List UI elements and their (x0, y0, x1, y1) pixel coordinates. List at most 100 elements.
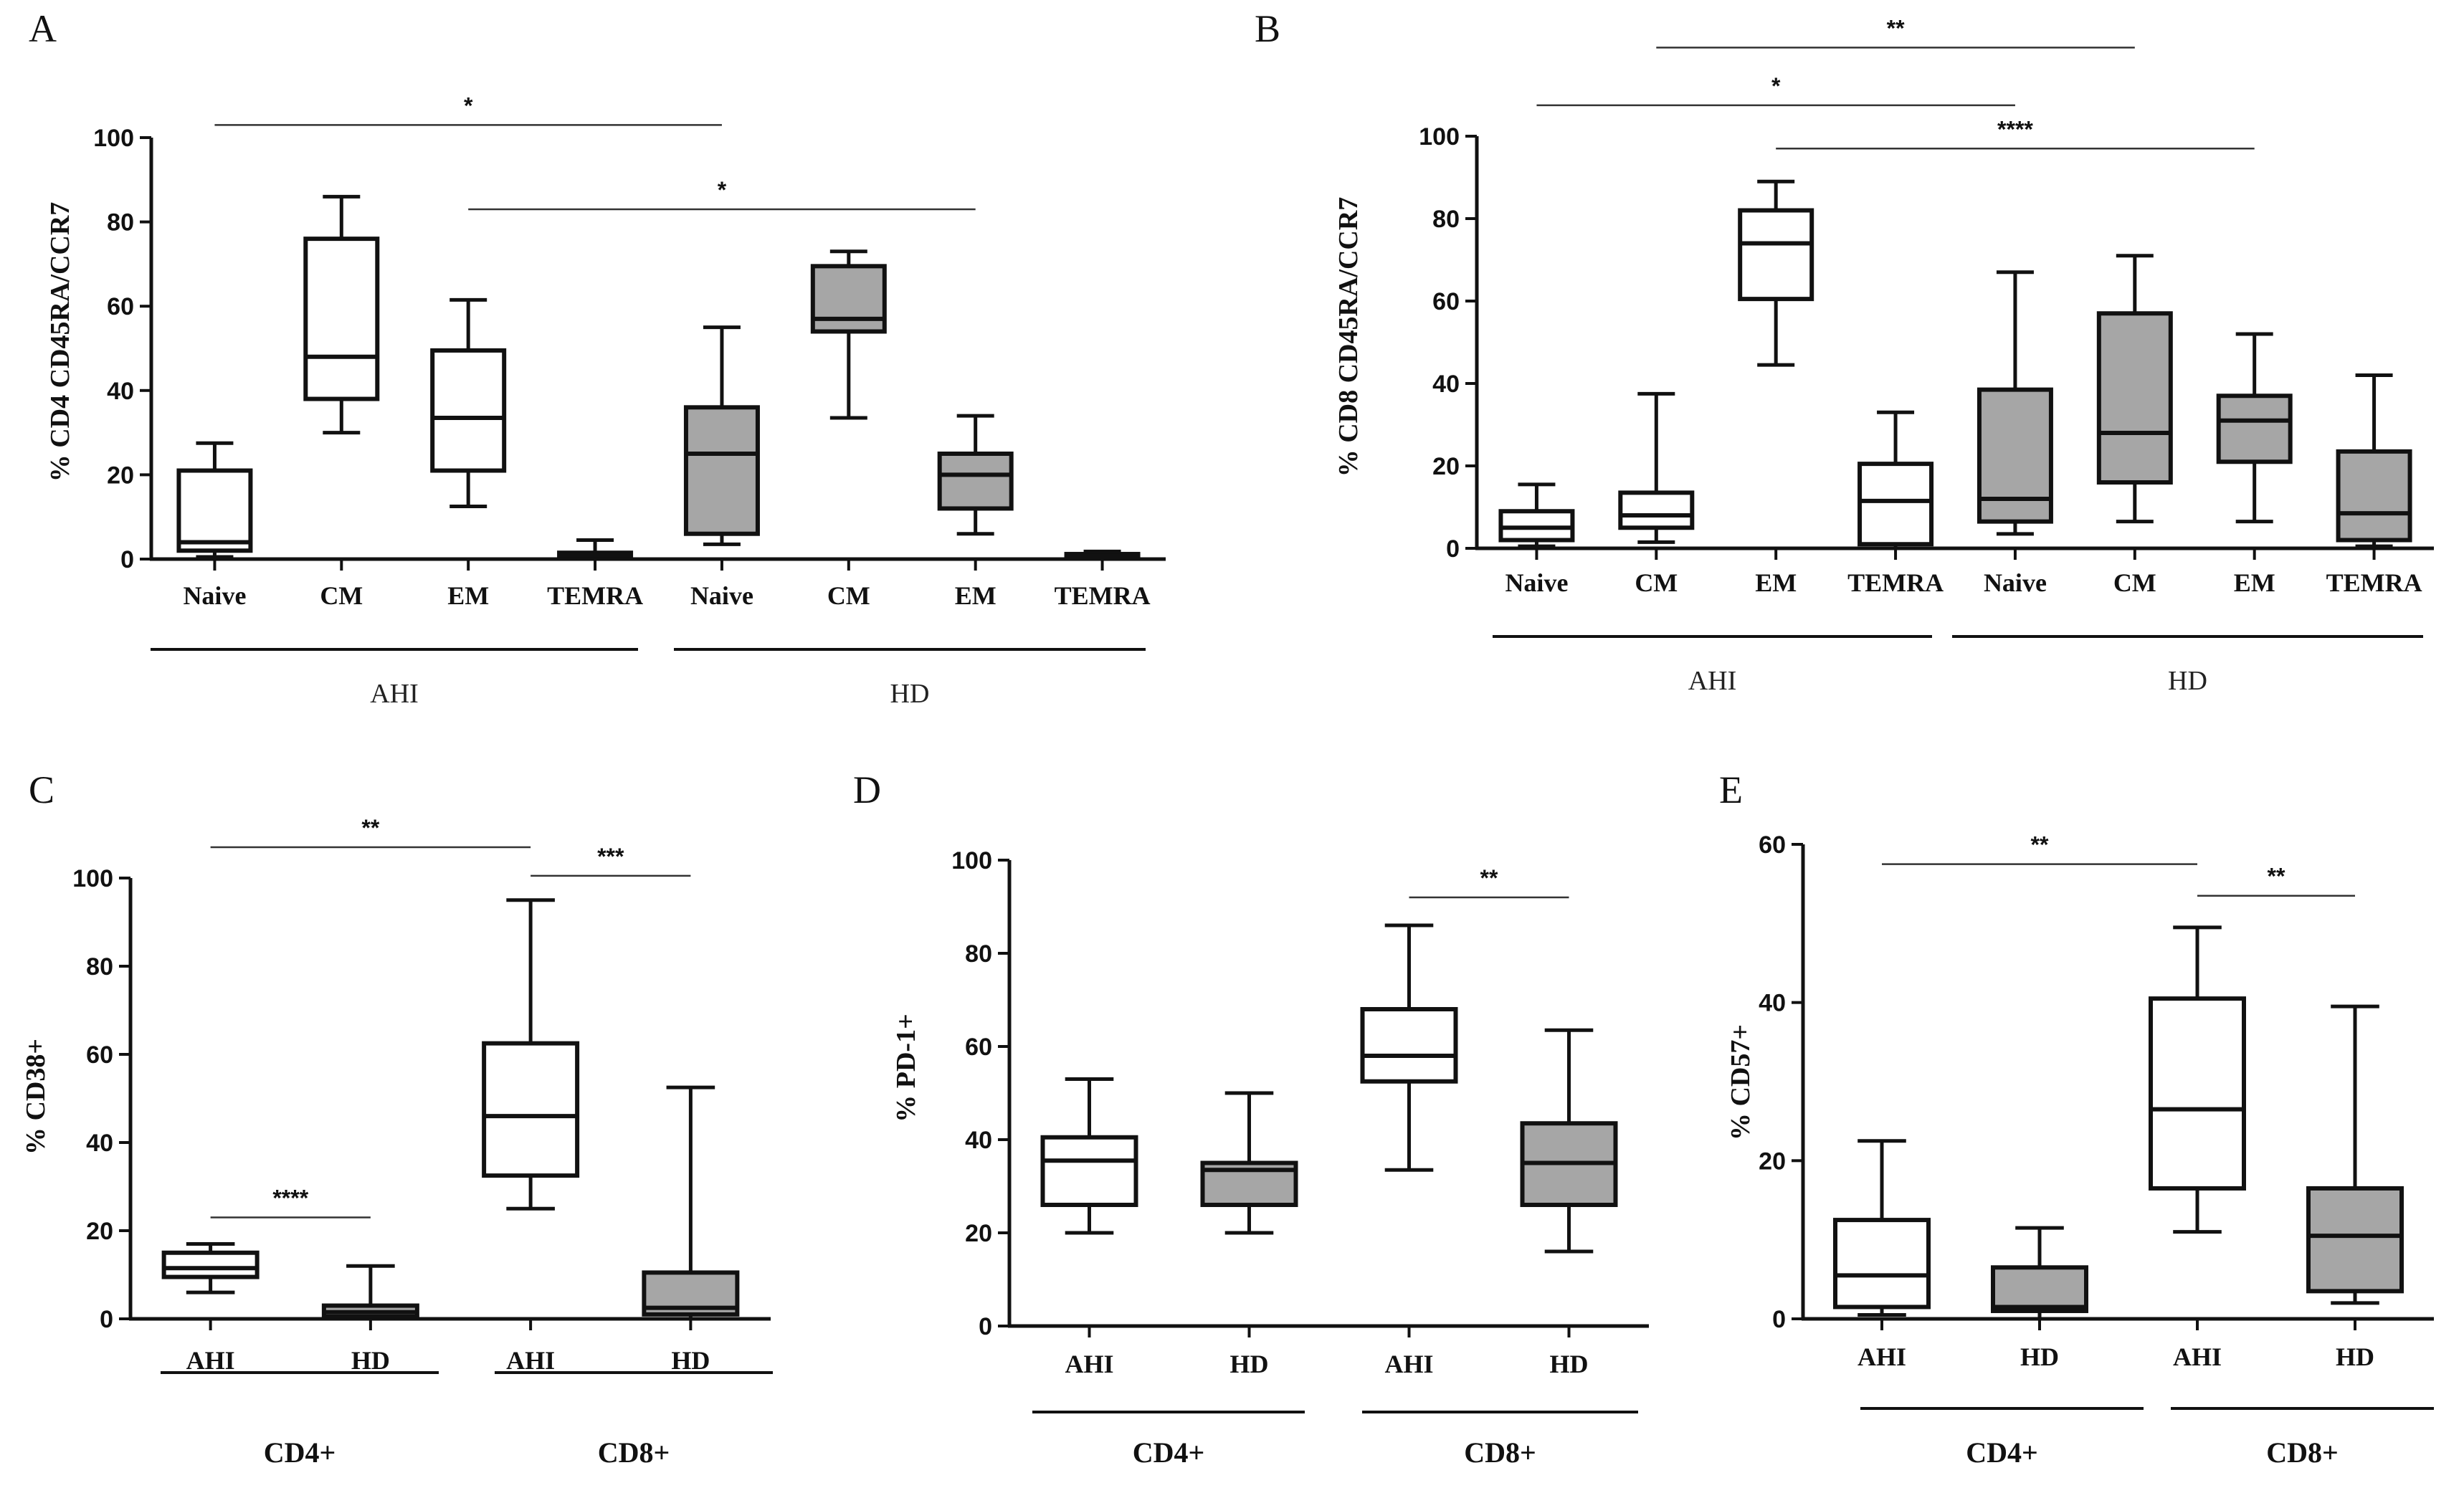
y-tick-label: 0 (100, 1306, 113, 1333)
iqr-box (161, 1250, 260, 1279)
box-plot-grey (810, 249, 887, 420)
y-tick-label: 60 (107, 293, 134, 320)
box-plot-grey (1200, 1091, 1298, 1235)
significance-label: ** (1480, 865, 1498, 891)
box-plot-white (176, 441, 253, 559)
box-plot-grey (2306, 1004, 2404, 1305)
y-tick-label: 80 (86, 953, 113, 981)
group-label: CD4+ (1966, 1436, 2038, 1469)
iqr-box (810, 264, 887, 334)
panel-letter-d: D (853, 768, 881, 811)
box-plot-white (1498, 482, 1575, 548)
y-tick-label: 20 (965, 1220, 992, 1247)
box-plot-grey (683, 325, 760, 546)
y-tick-label: 0 (979, 1313, 992, 1340)
y-tick-label: 80 (965, 940, 992, 968)
y-axis-label-a: % CD4 CD45RA/CCR7 (45, 202, 75, 482)
iqr-box (2306, 1186, 2404, 1294)
group-label: AHI (370, 679, 419, 709)
x-category-label: HD (1550, 1350, 1589, 1378)
y-tick-label: 60 (1759, 831, 1786, 859)
box-plot-grey (2216, 332, 2293, 524)
x-category-label: HD (2020, 1342, 2059, 1371)
group-label: AHI (1688, 666, 1737, 696)
iqr-box (2216, 394, 2293, 464)
panel-letter-c: C (29, 768, 54, 811)
iqr-box (683, 405, 760, 536)
y-tick-label: 100 (72, 865, 113, 892)
box-plot-white (1360, 923, 1458, 1172)
group-label: CD8+ (2266, 1436, 2339, 1469)
significance-label: ** (2268, 864, 2285, 890)
box-plot-white (430, 297, 507, 508)
y-tick-label: 100 (93, 125, 134, 152)
x-category-label: TEMRA (547, 581, 643, 610)
x-category-label: CM (827, 581, 870, 610)
box-plot-grey (1991, 1226, 2088, 1321)
y-tick-label: 100 (951, 847, 992, 874)
x-category-label: EM (2234, 568, 2275, 597)
y-axis-label-d: % PD-1+ (891, 1014, 921, 1122)
x-category-label: EM (447, 581, 489, 610)
x-category-label: AHI (1857, 1342, 1906, 1371)
box-plot-white (1857, 410, 1934, 550)
iqr-box (1360, 1007, 1458, 1084)
box-plot-white (161, 1241, 260, 1294)
group-label: CD4+ (1133, 1436, 1205, 1469)
panel-letter-a: A (29, 7, 57, 50)
iqr-box (176, 468, 253, 553)
y-tick-label: 40 (86, 1130, 113, 1157)
iqr-box (1738, 208, 1814, 302)
iqr-box (937, 452, 1014, 511)
y-tick-label: 60 (1432, 288, 1460, 315)
box-plot-white (1040, 1077, 1138, 1235)
y-tick-label: 40 (107, 378, 134, 405)
iqr-box (303, 237, 380, 401)
x-category-label: CM (2113, 568, 2156, 597)
iqr-box (430, 348, 507, 473)
box-plot-white (482, 898, 580, 1211)
iqr-box (1977, 387, 2053, 524)
iqr-box (1857, 462, 1934, 547)
y-tick-label: 100 (1419, 123, 1460, 151)
box-plot-white (1833, 1139, 1931, 1317)
significance-label: * (718, 177, 727, 203)
significance-label: ** (361, 815, 379, 841)
panel-b: B % CD8 CD45RA/CCR7 0 20 40 60 80 100 Naive CM E… (1255, 7, 2434, 696)
x-category-label: HD (2336, 1342, 2374, 1371)
group-label: CD4+ (264, 1436, 336, 1469)
x-category-label: EM (955, 581, 996, 610)
box-plot-white (2149, 925, 2246, 1234)
panel-letter-b: B (1255, 7, 1280, 50)
plot-area-b: 0 20 40 60 80 100 Naive CM EM TEMRA Naive CM EM TEMRA… (1419, 15, 2434, 696)
box-plot-grey (2096, 254, 2173, 524)
x-category-label: CM (320, 581, 363, 610)
box-plot-white (1618, 391, 1695, 544)
y-tick-label: 60 (965, 1034, 992, 1061)
box-plot-grey (1520, 1028, 1618, 1254)
y-tick-label: 0 (1446, 535, 1460, 563)
x-category-label: TEMRA (1055, 581, 1151, 610)
x-category-label: TEMRA (1847, 568, 1944, 597)
iqr-box (2096, 311, 2173, 485)
box-plot-white (557, 538, 634, 561)
box-plot-grey (321, 1264, 419, 1321)
box-plot-white (303, 194, 380, 435)
box-plot-grey (937, 414, 1014, 536)
y-axis-label-b: % CD8 CD45RA/CCR7 (1333, 197, 1364, 477)
y-tick-label: 20 (1759, 1148, 1786, 1175)
x-category-label: TEMRA (2326, 568, 2422, 597)
x-category-label: Naive (1984, 568, 2047, 597)
group-label: HD (890, 679, 930, 709)
significance-label: *** (597, 844, 624, 869)
iqr-box (1991, 1265, 2088, 1313)
y-tick-label: 20 (1432, 453, 1460, 480)
iqr-box (1833, 1218, 1931, 1310)
x-category-label: CM (1635, 568, 1678, 597)
box-plot-white (1738, 179, 1814, 367)
iqr-box (482, 1041, 580, 1178)
y-tick-label: 20 (86, 1218, 113, 1245)
